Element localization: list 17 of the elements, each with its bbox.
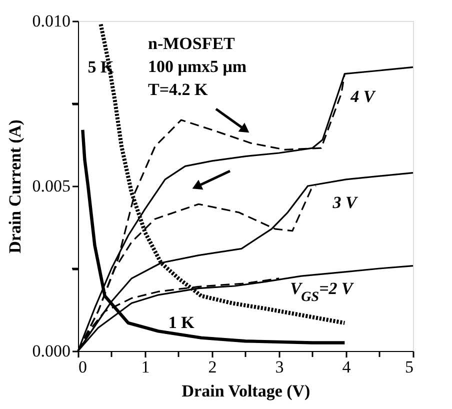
x-tick-label: 1 xyxy=(141,358,150,376)
series-label: 4 V xyxy=(350,86,376,106)
annotation: n-MOSFET xyxy=(148,34,236,53)
y-tick-label: 0.000 xyxy=(32,342,70,360)
x-tick-label: 2 xyxy=(208,358,217,376)
series-label: 1 K xyxy=(168,313,196,332)
series-label: 3 V xyxy=(332,193,359,212)
x-tick-label: 0 xyxy=(78,358,87,376)
x-axis-title: Drain Voltage (V) xyxy=(182,382,310,400)
annotation: 100 μmx5 μm xyxy=(148,57,247,76)
y-tick-label: 0.005 xyxy=(32,176,70,196)
x-tick-label: 4 xyxy=(342,358,352,376)
y-tick-label: 0.010 xyxy=(32,12,70,30)
annotation: T=4.2 K xyxy=(148,80,209,99)
x-tick-label: 5 xyxy=(405,358,414,376)
y-axis-title: Drain Current (A) xyxy=(5,120,24,254)
x-tick-label: 3 xyxy=(275,358,284,376)
